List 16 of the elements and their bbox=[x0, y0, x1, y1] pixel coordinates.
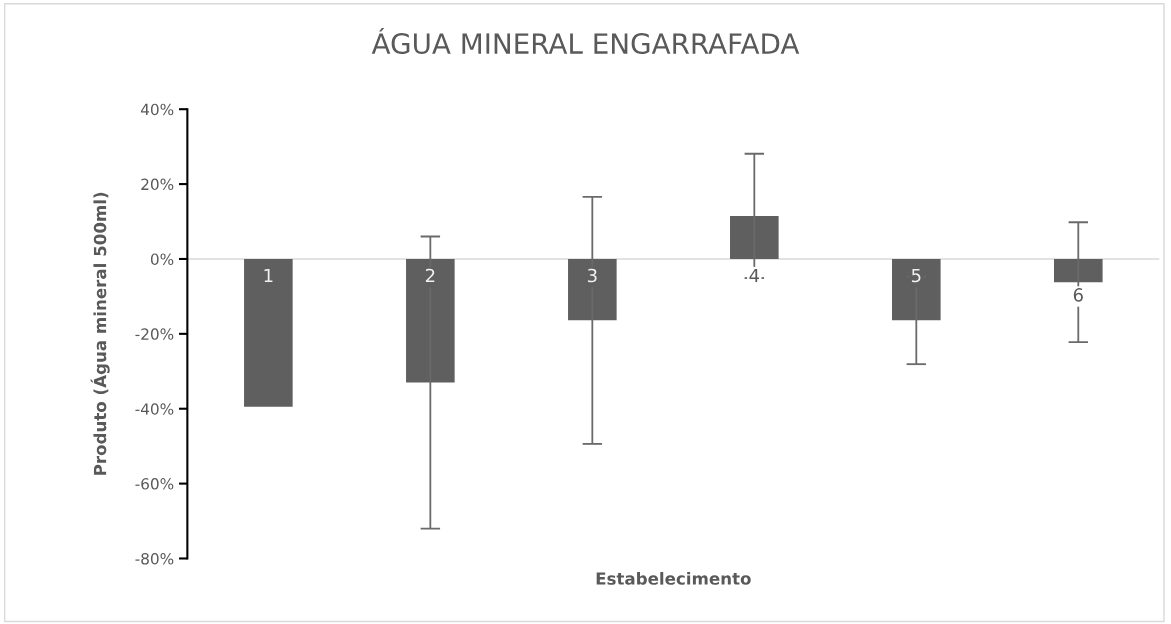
x-tick-label: 5 bbox=[911, 268, 921, 283]
y-tick-label: -40% bbox=[135, 403, 174, 415]
y-axis-title: Produto (Água mineral 500ml) bbox=[90, 192, 110, 475]
chart-title: ÁGUA MINERAL ENGARRAFADA bbox=[371, 27, 800, 55]
y-tick-label: 0% bbox=[150, 253, 174, 265]
y-tick-label: -60% bbox=[135, 478, 174, 490]
y-tick-label: -80% bbox=[135, 552, 174, 565]
y-tick-label: 20% bbox=[141, 178, 174, 191]
x-tick-label: 3 bbox=[587, 268, 597, 283]
x-tick-label: 4 bbox=[749, 268, 760, 283]
x-tick-label: 6 bbox=[1073, 288, 1083, 302]
x-tick-label: 1 bbox=[264, 268, 273, 283]
y-tick-label: 40% bbox=[140, 103, 174, 116]
x-tick-label: 2 bbox=[425, 268, 435, 283]
y-tick-label: -20% bbox=[135, 328, 174, 340]
x-axis-title: Estabelecimento bbox=[596, 571, 751, 585]
